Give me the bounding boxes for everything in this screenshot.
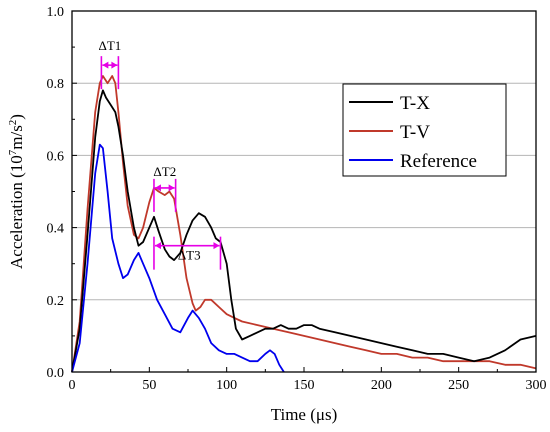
delta-t-2-marker: ΔT2	[153, 164, 177, 212]
delta-t-arrowhead-left	[102, 61, 109, 69]
axis-ticks: 0 50 100 150 200 250 300 0.0 0.2 0.4 0.6 0.8 1.0	[47, 5, 547, 393]
legend-label-reference: Reference	[400, 151, 477, 172]
y-tick-label: 0.8	[47, 77, 65, 92]
y-tick-label: 1.0	[47, 5, 65, 20]
y-axis-label-end: )	[7, 114, 26, 120]
delta-t-arrowhead-left	[154, 184, 161, 192]
y-axis-label-main: Acceleration (10	[7, 155, 26, 269]
delta-t-arrowhead-left	[154, 242, 161, 250]
series-line-t-v	[71, 75, 537, 373]
x-tick-label: 50	[142, 378, 156, 393]
delta-t-1-marker: ΔT1	[98, 38, 121, 90]
delta-t-arrowhead-right	[168, 184, 175, 192]
x-tick-label: 300	[526, 378, 547, 393]
x-tick-label: 250	[448, 378, 469, 393]
legend: T-X T-V Reference	[342, 83, 507, 177]
x-tick-label: 200	[371, 378, 392, 393]
y-tick-label: 0.0	[47, 366, 65, 381]
delta-t-arrowhead-right	[213, 242, 220, 250]
legend-label-t-x: T-X	[400, 93, 430, 114]
y-axis-label-sup2: 2	[7, 120, 19, 126]
y-axis-label-sup: 7	[7, 149, 19, 155]
y-tick-label: 0.4	[47, 222, 65, 237]
delta-t-3-marker: ΔT3	[153, 236, 222, 270]
delta-t-label: ΔT2	[153, 164, 176, 179]
series-line-reference	[71, 143, 285, 373]
x-axis-label: Time (μs)	[271, 405, 338, 424]
legend-label-t-v: T-V	[400, 122, 430, 143]
y-axis-label-mid: m/s	[7, 125, 26, 150]
plot-frame	[71, 10, 537, 373]
y-tick-label: 0.2	[47, 294, 65, 309]
x-tick-label: 150	[294, 378, 315, 393]
delta-t-annotations: ΔT1 ΔT2 ΔT3	[98, 38, 222, 270]
delta-t-arrowhead-right	[111, 61, 118, 69]
y-axis-label: Acceleration (107m/s2)	[7, 114, 26, 269]
delta-t-label: ΔT3	[178, 248, 201, 263]
x-tick-label: 100	[216, 378, 237, 393]
y-tick-label: 0.6	[47, 149, 65, 164]
delta-t-label: ΔT1	[98, 38, 121, 53]
x-tick-label: 0	[69, 378, 76, 393]
